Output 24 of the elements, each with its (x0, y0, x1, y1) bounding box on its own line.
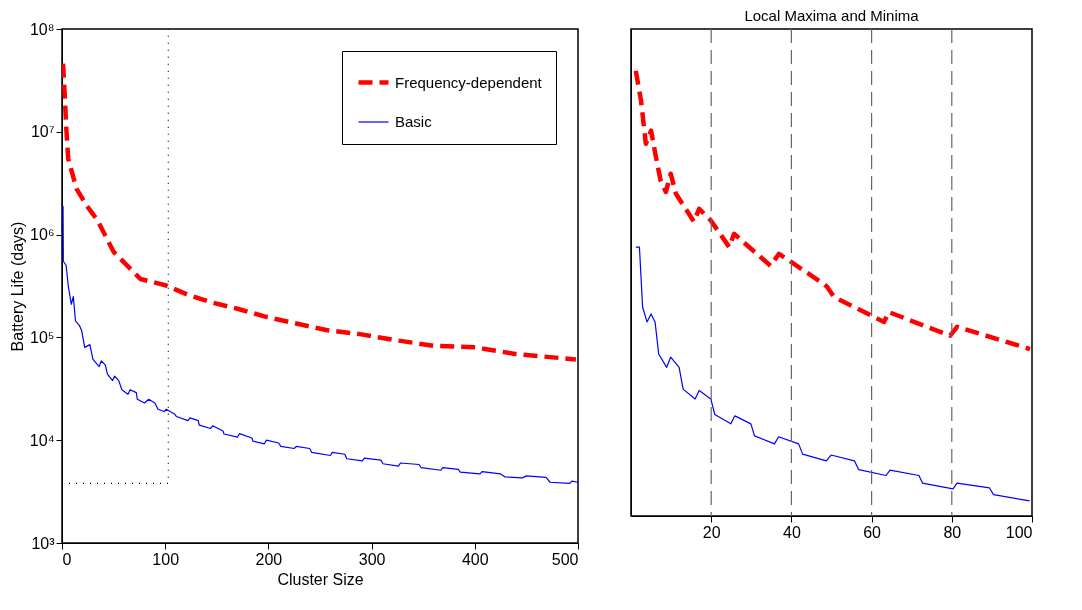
x-tick-label: 200 (255, 550, 283, 568)
x-tick-label: 400 (461, 550, 489, 568)
y-tick-label: 10³ (31, 534, 56, 552)
x-tick-label: 60 (863, 523, 882, 541)
x-tick-label: 500 (551, 550, 579, 568)
x-tick-label: 20 (702, 523, 721, 541)
legend-label: Basic (395, 113, 433, 130)
x-axis-title: Cluster Size (277, 570, 364, 588)
y-tick-label: 10⁵ (30, 328, 55, 346)
y-tick-label: 10⁶ (30, 226, 55, 244)
y-axis-title: Battery Life (days) (8, 221, 26, 352)
x-tick-label: 100 (1005, 523, 1033, 541)
x-tick-label: 100 (152, 550, 180, 568)
x-tick-label: 40 (783, 523, 801, 541)
y-tick-label: 10⁸ (29, 20, 55, 38)
x-tick-label: 300 (358, 550, 386, 568)
x-tick-label: 0 (62, 550, 72, 568)
y-tick-label: 10⁷ (30, 123, 55, 141)
x-tick-label: 80 (943, 523, 962, 541)
legend-label: Frequency-dependent (395, 73, 543, 91)
line-series (62, 205, 578, 484)
chart-title: Local Maxima and Minima (744, 7, 920, 25)
line-series (62, 61, 578, 362)
y-tick-label: 10⁴ (29, 431, 55, 449)
